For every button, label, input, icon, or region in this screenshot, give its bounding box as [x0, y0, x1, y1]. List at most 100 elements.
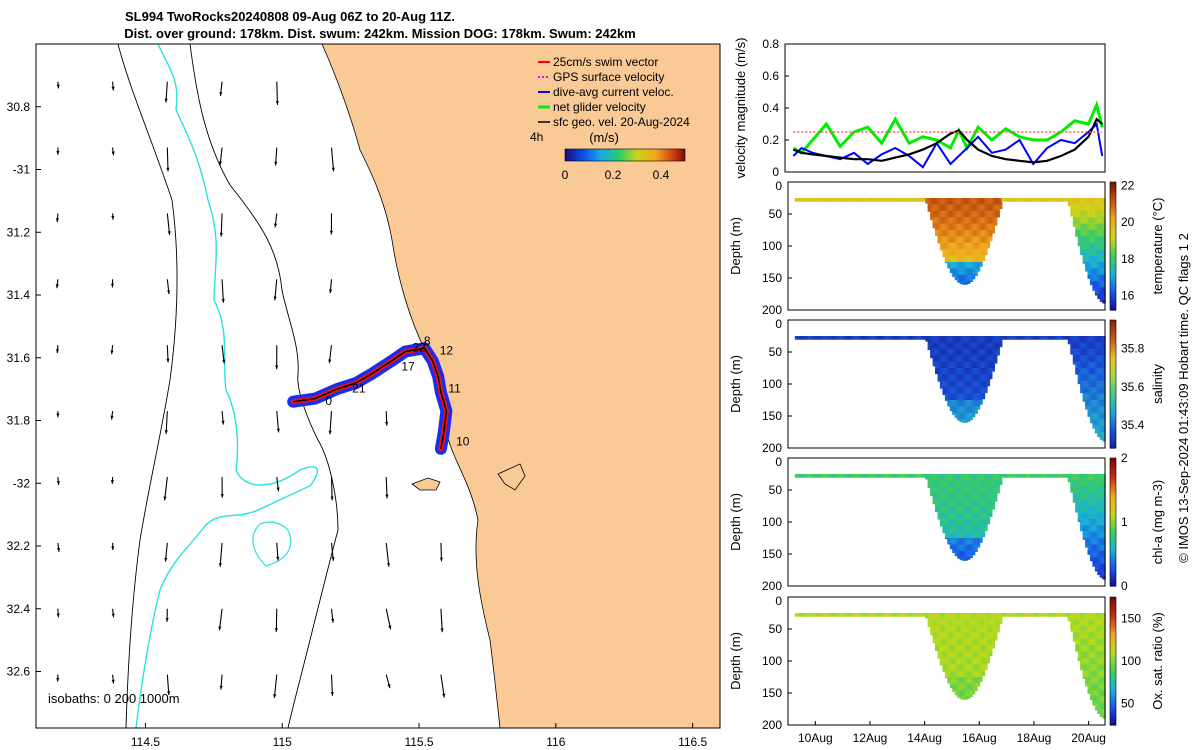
section-cell	[1003, 474, 1008, 478]
section-cell	[962, 230, 966, 237]
section-cell	[1099, 210, 1104, 218]
colorbar-segment	[1110, 268, 1116, 273]
section-cell	[1072, 355, 1077, 363]
section-cell	[964, 198, 968, 205]
section-cell	[937, 645, 941, 652]
section-cell	[1094, 425, 1099, 433]
section-cell	[1090, 400, 1094, 407]
section-cell	[952, 204, 956, 212]
section-cell	[920, 613, 924, 617]
section-cell	[979, 645, 983, 652]
section-cell	[957, 544, 961, 552]
section-cell	[957, 531, 961, 539]
section-cell	[856, 198, 860, 202]
section-cell	[1102, 419, 1106, 427]
section-cell	[986, 242, 991, 249]
section-cell	[954, 525, 959, 533]
section-cell	[1085, 262, 1089, 269]
vector-arrowhead	[166, 358, 170, 363]
section-cell	[939, 664, 944, 666]
section-cell	[942, 342, 946, 350]
section-cell	[976, 670, 981, 678]
vector-arrowhead	[56, 547, 61, 552]
section-cell	[1072, 493, 1077, 501]
section-cell	[1099, 480, 1104, 488]
section-cell	[979, 474, 983, 481]
section-cell	[944, 613, 949, 620]
garden-island	[497, 463, 526, 491]
section-cell	[952, 412, 956, 416]
section-cell	[917, 613, 922, 617]
section-cell	[1085, 355, 1089, 363]
section-cell	[1097, 419, 1101, 427]
section-cell	[1097, 486, 1101, 494]
section-cell	[991, 619, 995, 627]
section-cell	[986, 613, 991, 620]
section-cell	[1033, 198, 1037, 202]
section-cell	[1043, 613, 1047, 617]
section-cell	[957, 474, 961, 481]
section-cell	[947, 486, 951, 494]
section-cell	[964, 480, 968, 488]
section-cell	[1072, 613, 1077, 620]
track-day-label: 22	[412, 340, 426, 354]
section-cell	[1075, 368, 1079, 375]
section-cell	[925, 613, 929, 619]
track-day-label: 11	[448, 381, 461, 395]
section-cell	[962, 249, 966, 257]
section-cell	[939, 632, 944, 640]
colorbar-segment	[1110, 249, 1116, 253]
section-cell	[1094, 657, 1099, 665]
section-cell	[824, 336, 828, 340]
section-cell	[1099, 683, 1104, 691]
section-cell	[957, 638, 961, 646]
section-cell	[888, 198, 892, 202]
vector-arrowhead	[56, 613, 60, 618]
colorbar-segment	[1110, 699, 1116, 704]
section-cell	[905, 198, 909, 202]
section-cell	[1099, 632, 1104, 640]
section-cell	[962, 512, 966, 520]
section-cell	[1080, 348, 1084, 356]
section-cell	[969, 696, 973, 697]
section-cell	[1060, 474, 1064, 478]
section-cell	[971, 412, 976, 418]
section-cell	[949, 204, 954, 212]
section-cell	[991, 348, 995, 356]
vector-arrowhead	[221, 298, 225, 303]
section-cell	[969, 336, 973, 343]
section-cell	[932, 355, 936, 363]
section-cell	[944, 236, 949, 244]
section-cell	[1092, 645, 1096, 652]
section-cell	[959, 664, 963, 672]
section-colorbar	[1109, 596, 1117, 726]
section-cell	[981, 657, 986, 665]
section-cell	[1077, 645, 1082, 652]
section-cell	[1048, 336, 1052, 340]
section-cell	[1097, 355, 1101, 363]
vector-arrow	[275, 608, 278, 632]
section-cell	[991, 217, 995, 225]
section-cell	[1026, 336, 1030, 340]
section-cell	[969, 393, 973, 401]
section-cell	[944, 262, 949, 264]
section-cell	[1080, 342, 1084, 350]
section-cell	[1030, 613, 1035, 617]
section-cell	[952, 645, 956, 652]
section-cell	[1092, 406, 1096, 414]
section-cell	[932, 336, 936, 343]
section-cell	[876, 613, 880, 617]
section-cell	[971, 380, 976, 388]
section-cell	[935, 342, 939, 350]
section-cell	[954, 255, 959, 263]
section-cell	[898, 474, 902, 478]
section-cell	[959, 361, 963, 369]
section-cell	[1075, 336, 1079, 343]
section-cell	[981, 255, 986, 262]
section-cell	[1097, 689, 1101, 697]
section-cell	[1099, 506, 1104, 513]
colorbar-segment	[1110, 425, 1116, 430]
section-cell	[939, 242, 944, 250]
section-cell	[834, 474, 838, 478]
section-cell	[974, 230, 978, 237]
